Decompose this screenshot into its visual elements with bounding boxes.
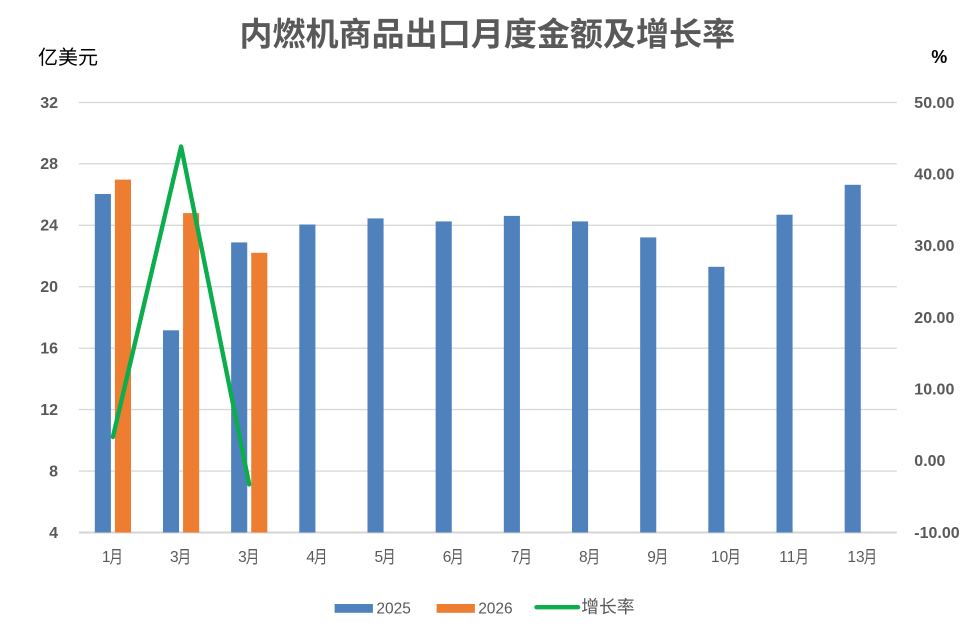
- svg-text:32: 32: [40, 95, 58, 112]
- svg-text:11: 11: [779, 549, 795, 566]
- svg-text:50.00: 50.00: [914, 95, 954, 112]
- svg-text:8: 8: [579, 549, 588, 566]
- svg-text:0.00: 0.00: [914, 453, 945, 470]
- svg-text:28: 28: [40, 156, 58, 173]
- svg-text:10: 10: [711, 549, 729, 566]
- svg-text:5: 5: [375, 549, 384, 566]
- svg-text:%: %: [931, 47, 947, 67]
- svg-text:10.00: 10.00: [914, 382, 954, 399]
- svg-text:20: 20: [40, 279, 58, 296]
- svg-text:9: 9: [647, 549, 656, 566]
- svg-text:13: 13: [847, 549, 864, 566]
- svg-text:1: 1: [102, 549, 111, 566]
- svg-text:-10.00: -10.00: [914, 525, 959, 542]
- svg-text:6: 6: [443, 549, 452, 566]
- svg-text:4: 4: [306, 549, 315, 566]
- svg-text:40.00: 40.00: [914, 167, 954, 184]
- svg-text:7: 7: [511, 549, 520, 566]
- svg-text:4: 4: [49, 525, 58, 542]
- svg-text:2026: 2026: [478, 600, 512, 617]
- svg-text:20.00: 20.00: [914, 310, 954, 327]
- svg-text:16: 16: [40, 341, 58, 358]
- svg-text:3: 3: [170, 549, 179, 566]
- svg-text:3: 3: [238, 549, 247, 566]
- svg-text:24: 24: [40, 218, 58, 235]
- svg-text:30.00: 30.00: [914, 238, 954, 255]
- svg-text:12: 12: [40, 402, 58, 419]
- svg-text:8: 8: [49, 464, 58, 481]
- svg-text:2025: 2025: [376, 600, 410, 617]
